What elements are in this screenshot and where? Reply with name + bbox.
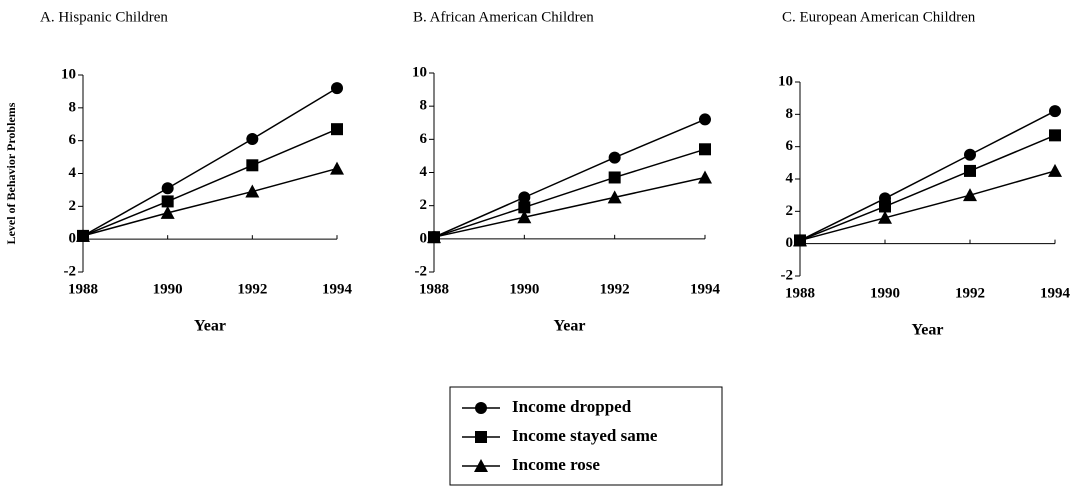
series-line [433, 148, 706, 238]
y-tick-label: 4 [786, 170, 794, 186]
point [160, 205, 175, 219]
series-line [799, 134, 1056, 242]
y-tick-label: 8 [69, 99, 77, 115]
y-tick-label: 8 [420, 98, 428, 114]
point [699, 113, 711, 126]
y-tick-label: -2 [781, 267, 794, 283]
chart-title: B. African American Children [413, 9, 594, 25]
point [608, 151, 621, 164]
series-line [433, 176, 706, 238]
point [161, 195, 174, 208]
x-tick-label: 1988 [419, 281, 449, 297]
series-line [799, 110, 1056, 242]
y-tick-label: 10 [61, 66, 76, 82]
point [517, 210, 532, 224]
point [246, 159, 259, 172]
point [964, 164, 976, 177]
y-tick-label: 6 [69, 132, 77, 148]
y-tick-label: -2 [64, 263, 77, 279]
series-line [82, 128, 338, 237]
x-tick-label: 1988 [785, 285, 815, 301]
point [1048, 163, 1062, 177]
x-axis-label: Year [554, 318, 586, 335]
point [607, 190, 622, 204]
point [245, 184, 260, 198]
series-line [82, 87, 338, 237]
x-tick-label: 1992 [600, 281, 630, 297]
point [1049, 129, 1061, 142]
point [963, 188, 977, 202]
x-tick-label: 1992 [955, 285, 985, 301]
x-tick-label: 1990 [870, 285, 900, 301]
legend-marker [475, 402, 487, 414]
point [427, 230, 441, 244]
point [793, 233, 807, 247]
y-tick-label: 0 [420, 230, 428, 246]
y-tick-label: 4 [420, 164, 428, 180]
x-tick-label: 1988 [68, 281, 98, 297]
legend-marker [474, 459, 488, 472]
y-tick-label: 0 [69, 231, 77, 247]
x-tick-label: 1994 [1040, 285, 1071, 301]
legend-label: Income rose [512, 455, 600, 474]
y-tick-label: 2 [786, 203, 794, 219]
y-tick-label: 2 [420, 197, 428, 213]
y-tick-label: 6 [420, 131, 428, 147]
point [246, 133, 259, 146]
point [331, 82, 343, 95]
point [964, 148, 976, 161]
y-tick-label: 4 [69, 165, 77, 181]
x-tick-label: 1994 [690, 281, 721, 297]
point [76, 228, 90, 242]
y-tick-label: 6 [786, 138, 794, 154]
point [878, 210, 892, 224]
x-tick-label: 1994 [322, 281, 353, 297]
series-line [433, 118, 706, 238]
chart-title: C. European American Children [782, 9, 976, 25]
y-tick-label: 8 [786, 106, 794, 122]
y-tick-label: 0 [786, 235, 794, 251]
series-line [82, 167, 338, 237]
legend-marker [475, 431, 487, 443]
point [1049, 105, 1061, 118]
point [879, 200, 891, 213]
point [608, 171, 621, 184]
legend-box [449, 386, 723, 486]
point [518, 191, 531, 204]
legend-label: Income stayed same [512, 426, 658, 445]
x-tick-label: 1990 [509, 281, 539, 297]
x-axis-label: Year [194, 318, 226, 335]
point [518, 201, 531, 214]
y-axis-label: Level of Behavior Problems [4, 102, 18, 244]
series-line [799, 170, 1056, 242]
y-tick-label: 2 [69, 198, 77, 214]
legend-label: Income dropped [512, 397, 632, 416]
x-tick-label: 1992 [237, 281, 267, 297]
x-tick-label: 1990 [153, 281, 183, 297]
y-tick-label: 10 [412, 64, 427, 80]
point [161, 182, 174, 195]
point [330, 161, 344, 175]
point [331, 123, 343, 136]
chart-title: A. Hispanic Children [40, 9, 168, 25]
y-tick-label: -2 [415, 263, 428, 279]
x-axis-label: Year [912, 322, 944, 339]
point [698, 170, 712, 184]
y-tick-label: 10 [778, 73, 793, 89]
point [699, 143, 711, 156]
